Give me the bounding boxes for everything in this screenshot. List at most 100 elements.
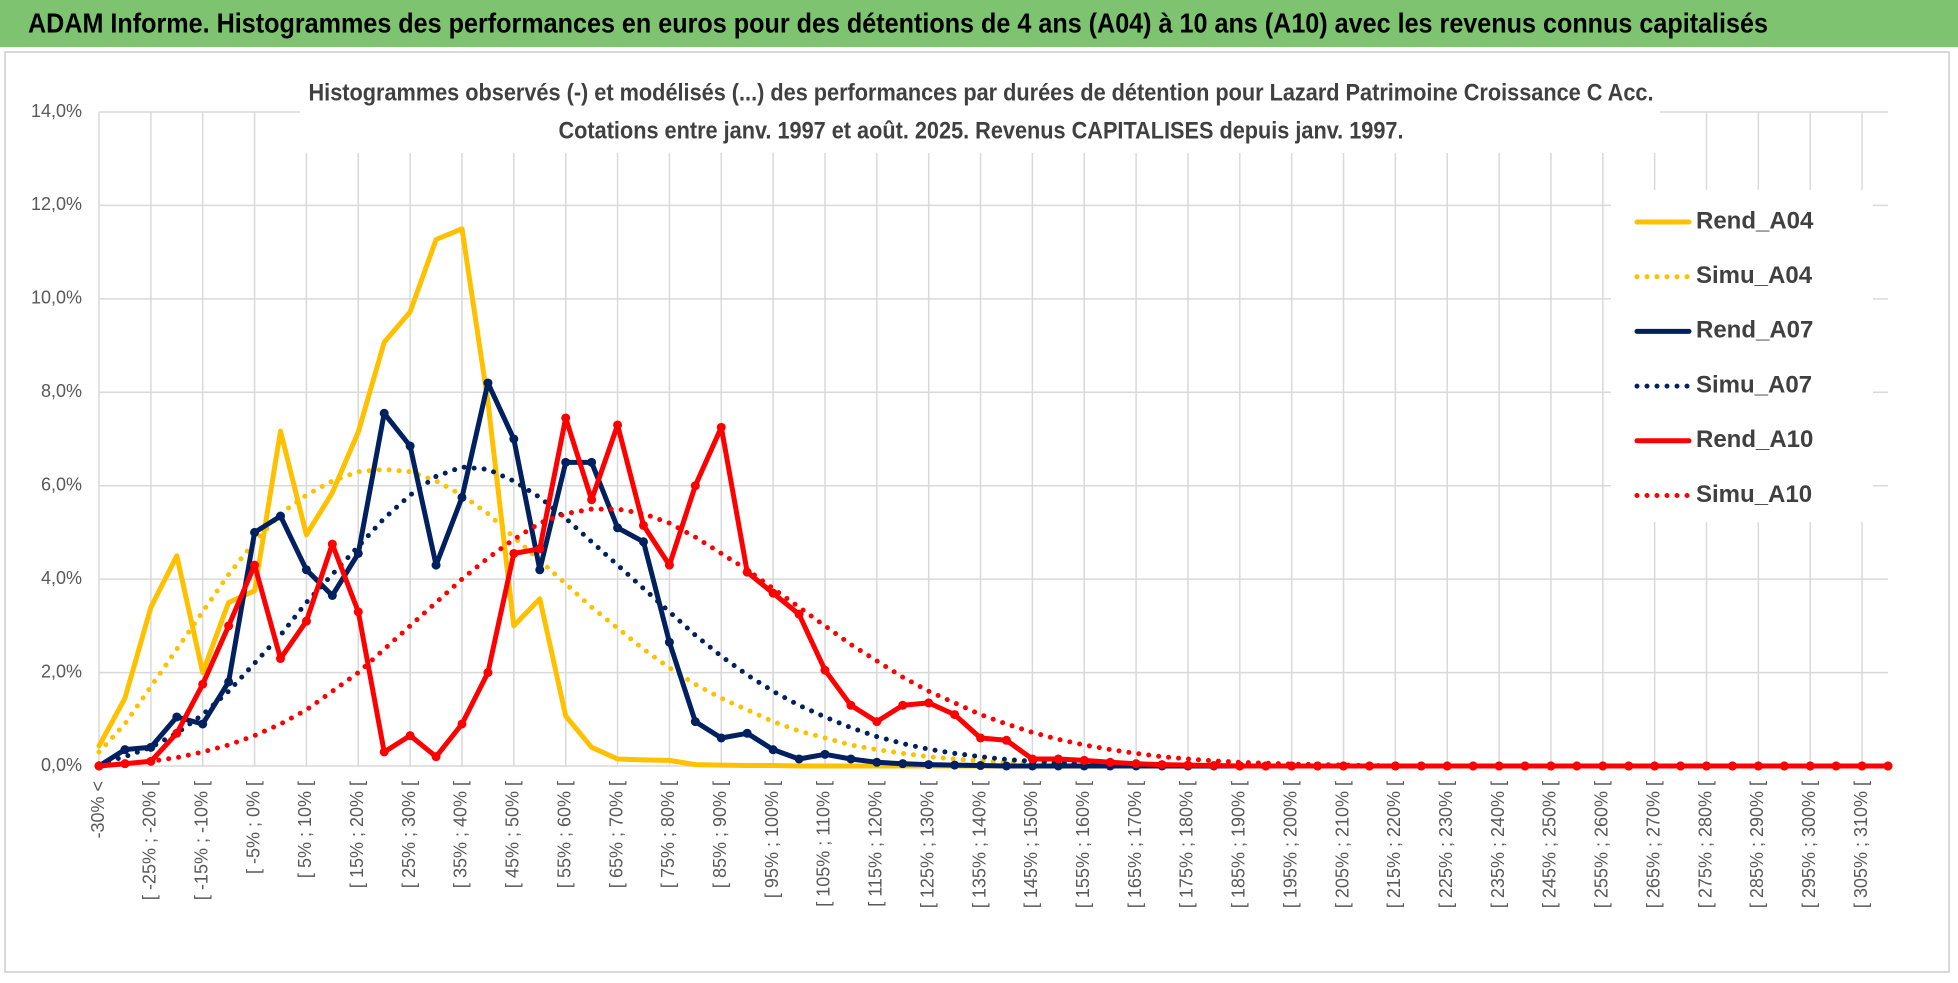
point — [872, 757, 882, 767]
x-tick-label: [ 295% ; 300% [ — [1799, 781, 1819, 908]
chart-title: Histogrammes observés (-) et modélisés (… — [309, 79, 1654, 106]
point — [898, 700, 908, 710]
x-tick-label: [ 135% ; 140% [ — [969, 781, 989, 908]
point — [613, 523, 623, 533]
point — [250, 527, 260, 537]
chart-subtitle: Cotations entre janv. 1997 et août. 2025… — [559, 117, 1404, 144]
point — [275, 511, 285, 521]
point — [457, 719, 467, 729]
point — [1339, 761, 1349, 771]
point — [690, 481, 700, 491]
x-tick-label: [ 255% ; 260% [ — [1592, 781, 1612, 908]
point — [172, 712, 182, 722]
point — [1209, 761, 1219, 771]
point — [1650, 761, 1660, 771]
point — [120, 745, 130, 755]
x-tick-label: [ 175% ; 180% [ — [1177, 781, 1197, 908]
point — [198, 719, 208, 729]
legend-label: Simu_A10 — [1696, 481, 1812, 508]
x-tick-label: [ 35% ; 40% [ — [451, 781, 471, 888]
point — [924, 760, 934, 770]
x-tick-label: [ 285% ; 290% [ — [1747, 781, 1767, 908]
x-tick-label: [ 25% ; 30% [ — [399, 781, 419, 888]
point — [794, 754, 804, 764]
point — [742, 728, 752, 738]
point — [172, 728, 182, 738]
x-tick-label: [ 275% ; 280% [ — [1695, 781, 1715, 908]
legend-label: Rend_A04 — [1696, 207, 1814, 234]
point — [198, 679, 208, 689]
point — [353, 607, 363, 617]
x-tick-label: [ 85% ; 90% [ — [710, 781, 730, 888]
y-tick-label: 0,0% — [41, 755, 82, 775]
y-tick-label: 4,0% — [41, 568, 82, 588]
x-tick-label: [ 115% ; 120% [ — [866, 781, 886, 907]
point — [509, 548, 519, 558]
point — [301, 616, 311, 626]
point — [1027, 754, 1037, 764]
x-tick-label: [ 245% ; 250% [ — [1540, 781, 1560, 908]
point — [301, 565, 311, 575]
x-tick-label: [ 225% ; 230% [ — [1436, 781, 1456, 908]
x-tick-label: [ 125% ; 130% [ — [917, 781, 937, 908]
point — [509, 434, 519, 444]
point — [1598, 761, 1608, 771]
point — [120, 759, 130, 769]
x-tick-label: [ 305% ; 310% [ — [1851, 781, 1871, 908]
x-tick-label: [ 65% ; 70% [ — [606, 781, 626, 888]
point — [561, 457, 571, 467]
point — [431, 752, 441, 762]
point — [690, 717, 700, 727]
point — [1053, 754, 1063, 764]
y-tick-label: 14,0% — [31, 101, 82, 121]
point — [898, 759, 908, 769]
point — [483, 378, 493, 388]
x-tick-label: [ 105% ; 110% [ — [814, 781, 834, 907]
point — [638, 520, 648, 530]
header-title: ADAM Informe. Histogrammes des performan… — [28, 7, 1768, 38]
point — [768, 745, 778, 755]
point — [1001, 761, 1011, 771]
y-tick-label: 12,0% — [31, 194, 82, 214]
series-line — [96, 506, 1891, 769]
point — [1779, 761, 1789, 771]
point — [1157, 760, 1167, 770]
x-tick-label: [ 15% ; 20% [ — [347, 781, 367, 888]
plot — [94, 226, 1893, 771]
point — [716, 422, 726, 432]
point — [716, 733, 726, 743]
point — [976, 733, 986, 743]
point — [1001, 735, 1011, 745]
point — [1105, 757, 1115, 767]
x-tick-label: [ 205% ; 210% [ — [1332, 781, 1352, 908]
point — [1727, 761, 1737, 771]
point — [846, 754, 856, 764]
x-tick-label: [ 5% ; 10% [ — [295, 781, 315, 878]
x-tick-label: [ 235% ; 240% [ — [1488, 781, 1508, 908]
x-tick-label: [ -15% ; -10% [ — [191, 781, 211, 900]
point — [1131, 759, 1141, 769]
title-box — [300, 78, 1660, 153]
x-tick-label: [ 75% ; 80% [ — [658, 781, 678, 888]
point — [561, 413, 571, 423]
point — [820, 665, 830, 675]
legend-label: Rend_A07 — [1696, 317, 1813, 344]
x-tick-label: [ -5% ; 0% [ — [243, 781, 263, 874]
point — [638, 537, 648, 547]
x-tick-label: [ -25% ; -20% [ — [140, 781, 160, 900]
point — [950, 760, 960, 770]
y-tick-label: 8,0% — [41, 381, 82, 401]
point — [457, 492, 467, 502]
x-tick-label: [ 265% ; 270% [ — [1643, 781, 1663, 908]
x-tick-label: [ 45% ; 50% [ — [503, 781, 523, 888]
point — [976, 761, 986, 771]
point — [794, 609, 804, 619]
x-tick-label: [ 165% ; 170% [ — [1125, 781, 1145, 908]
series-line — [96, 466, 1891, 769]
point — [379, 747, 389, 757]
point — [327, 590, 337, 600]
point — [587, 495, 597, 505]
point — [768, 588, 778, 598]
x-tick-label: [ 215% ; 220% [ — [1384, 781, 1404, 908]
